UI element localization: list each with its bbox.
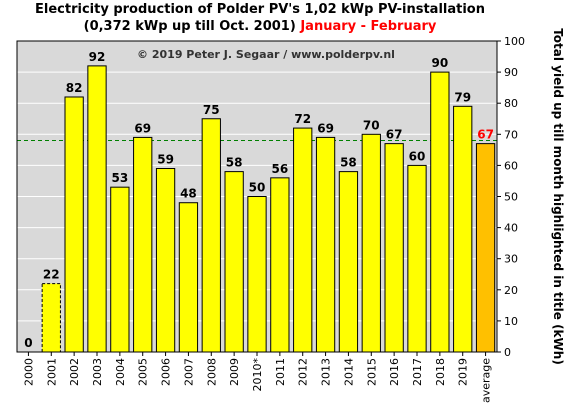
y-tick-label: 0 xyxy=(504,346,511,359)
bar-2014 xyxy=(338,171,359,353)
bar-2002 xyxy=(64,96,84,353)
x-tick-label: 2016 xyxy=(388,358,401,386)
y-tick-label: 30 xyxy=(504,253,518,266)
value-label: 22 xyxy=(43,268,60,282)
bar-2011 xyxy=(270,177,290,353)
average-bar xyxy=(475,143,496,353)
chart-title: Electricity production of Polder PV's 1,… xyxy=(0,2,520,17)
x-tick-label: 2017 xyxy=(411,358,424,386)
y-tick-label: 50 xyxy=(504,191,518,204)
value-label: 58 xyxy=(340,156,357,170)
y-axis-title: Total yield up till month highlighted in… xyxy=(551,28,565,365)
x-tick-label: 2015 xyxy=(365,358,378,386)
x-tick-label: 2003 xyxy=(91,358,104,386)
x-tick-label: 2005 xyxy=(137,358,150,386)
value-label: 69 xyxy=(317,121,334,135)
bar-2015 xyxy=(361,133,381,353)
x-tick-label: 2019 xyxy=(457,358,470,386)
y-tick-label: 20 xyxy=(504,284,518,297)
x-tick-label: 2009 xyxy=(228,358,241,386)
x-tick-label: 2000 xyxy=(22,358,35,386)
value-label: 72 xyxy=(294,112,311,126)
bar-2012 xyxy=(293,127,313,353)
value-label: 92 xyxy=(89,50,106,64)
x-tick-label: 2012 xyxy=(297,358,310,386)
y-tick-label: 40 xyxy=(504,222,518,235)
value-label: 70 xyxy=(363,118,380,132)
value-label: 58 xyxy=(226,156,243,170)
chart-subtitle-highlight: January - February xyxy=(300,19,437,34)
chart-subtitle: (0,372 kWp up till Oct. 2001) January - … xyxy=(0,19,520,34)
y-tick-label: 10 xyxy=(504,315,518,328)
value-label: 59 xyxy=(157,153,174,167)
bar-2016 xyxy=(384,143,404,353)
bar-2006 xyxy=(155,168,176,353)
chart-subtitle-main: (0,372 kWp up till Oct. 2001) xyxy=(83,19,296,34)
x-tick-label: 2010* xyxy=(251,358,264,392)
copyright-watermark: © 2019 Peter J. Segaar / www.polderpv.nl xyxy=(137,48,395,61)
x-tick-label: 2001 xyxy=(45,358,58,386)
value-label: 60 xyxy=(409,149,426,163)
value-label: 53 xyxy=(112,171,129,185)
bar-2018 xyxy=(430,71,450,353)
x-tick-label: 2011 xyxy=(274,358,287,386)
value-label: 79 xyxy=(454,90,471,104)
x-tick-label: 2006 xyxy=(160,358,173,386)
value-label: 0 xyxy=(24,336,32,350)
value-label: 50 xyxy=(249,181,266,195)
value-label: 69 xyxy=(134,121,151,135)
bar-2007 xyxy=(178,202,199,353)
bar-2005 xyxy=(133,136,153,353)
value-label: 48 xyxy=(180,187,197,201)
value-label: 67 xyxy=(477,128,494,142)
bar-2001 xyxy=(41,283,61,353)
value-label: 75 xyxy=(203,103,220,117)
x-tick-label: 2018 xyxy=(434,358,447,386)
x-tick-label: 2004 xyxy=(114,358,127,386)
x-tick-label: average xyxy=(480,358,493,403)
bar-2009 xyxy=(224,171,244,353)
bar-2013 xyxy=(315,136,336,353)
value-label: 67 xyxy=(386,128,403,142)
bar-2008 xyxy=(201,118,221,353)
bar-2019 xyxy=(453,105,473,353)
x-tick-label: 2014 xyxy=(342,358,355,386)
x-tick-label: 2013 xyxy=(320,358,333,386)
bar-2003 xyxy=(87,65,107,353)
x-tick-label: 2007 xyxy=(182,358,195,386)
value-label: 82 xyxy=(66,81,83,95)
bar-2017 xyxy=(407,164,427,353)
bar-2010 xyxy=(247,196,267,353)
y-tick-label: 90 xyxy=(504,66,518,79)
y-tick-label: 100 xyxy=(504,35,525,48)
value-label: 90 xyxy=(432,56,449,70)
bar-2004 xyxy=(110,186,130,353)
y-tick-label: 60 xyxy=(504,159,518,172)
plot-border xyxy=(16,40,498,353)
x-tick-label: 2008 xyxy=(205,358,218,386)
chart-title-text: Electricity production of Polder PV's 1,… xyxy=(35,2,485,17)
value-label: 56 xyxy=(272,162,289,176)
y-tick-label: 70 xyxy=(504,128,518,141)
y-tick-label: 80 xyxy=(504,97,518,110)
x-tick-label: 2002 xyxy=(68,358,81,386)
